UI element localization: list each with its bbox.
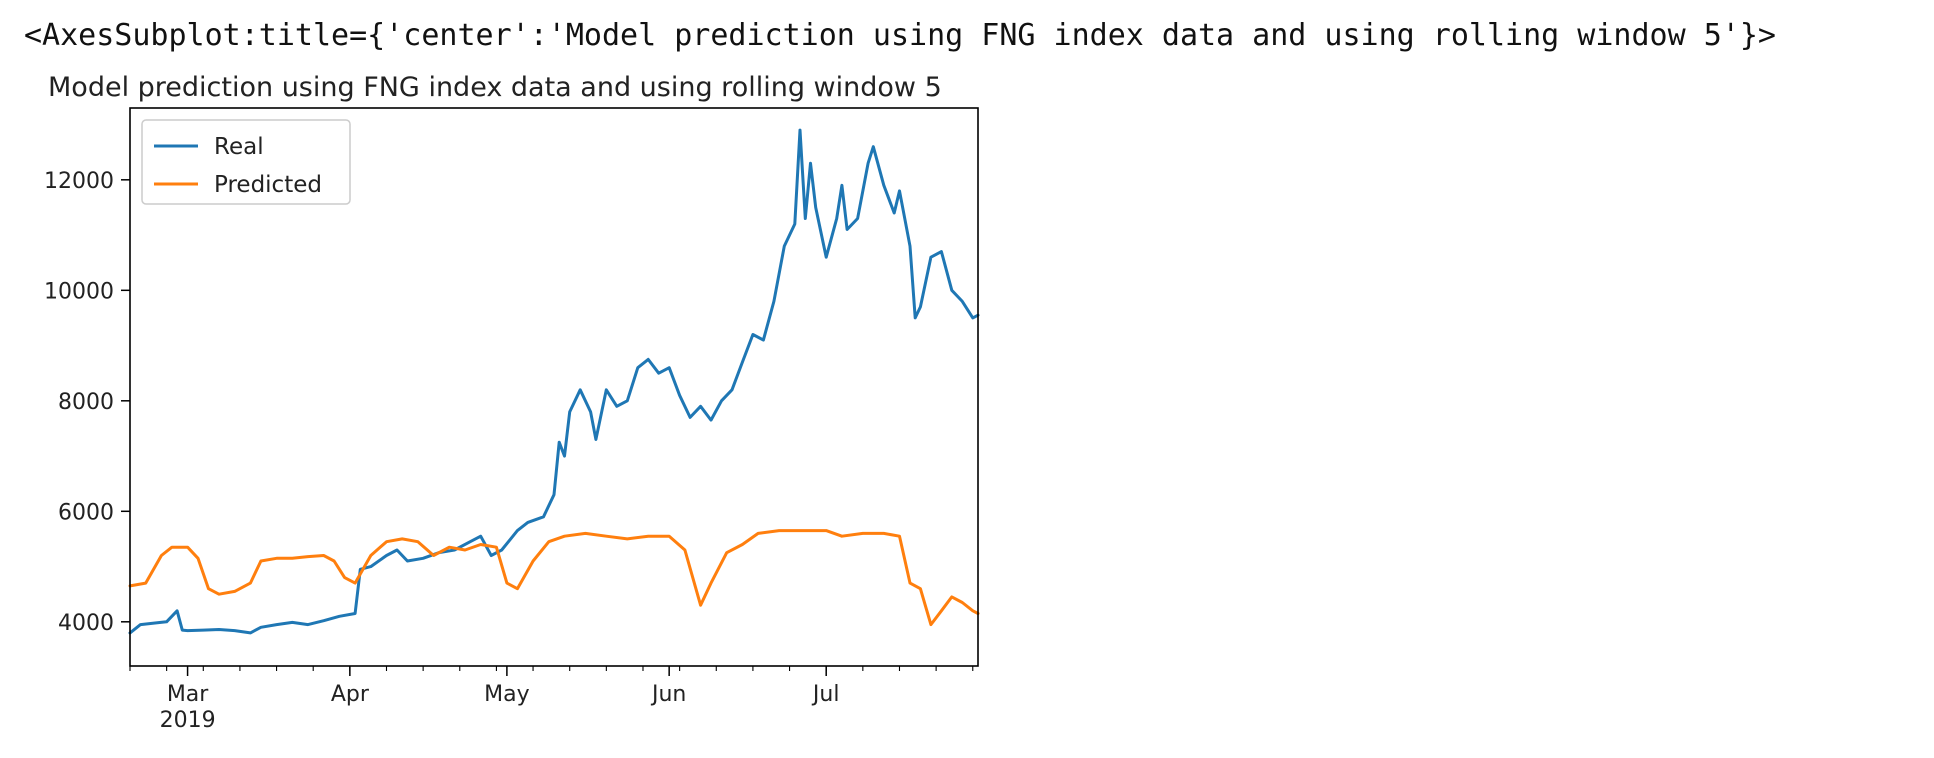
x-tick-label: Apr	[331, 682, 370, 707]
y-tick-label: 8000	[58, 390, 114, 415]
y-tick-label: 6000	[58, 500, 114, 525]
x-tick-label: Jul	[811, 682, 840, 707]
x-tick-sublabel: 2019	[160, 708, 216, 733]
output-repr-text: <AxesSubplot:title={'center':'Model pred…	[24, 18, 1776, 53]
series-line-predicted	[128, 529, 980, 627]
x-tick-label: May	[484, 682, 529, 707]
y-tick-label: 10000	[44, 279, 114, 304]
series-line-real	[128, 128, 980, 635]
legend-label-real: Real	[214, 134, 264, 160]
line-chart: Model prediction using FNG index data an…	[44, 72, 980, 733]
y-tick-label: 12000	[44, 169, 114, 194]
legend-label-predicted: Predicted	[214, 172, 322, 198]
y-tick-label: 4000	[58, 611, 114, 636]
x-tick-label: Jun	[650, 682, 686, 707]
x-tick-label: Mar	[167, 682, 209, 707]
plot-frame	[129, 107, 979, 667]
chart-title: Model prediction using FNG index data an…	[48, 72, 942, 103]
